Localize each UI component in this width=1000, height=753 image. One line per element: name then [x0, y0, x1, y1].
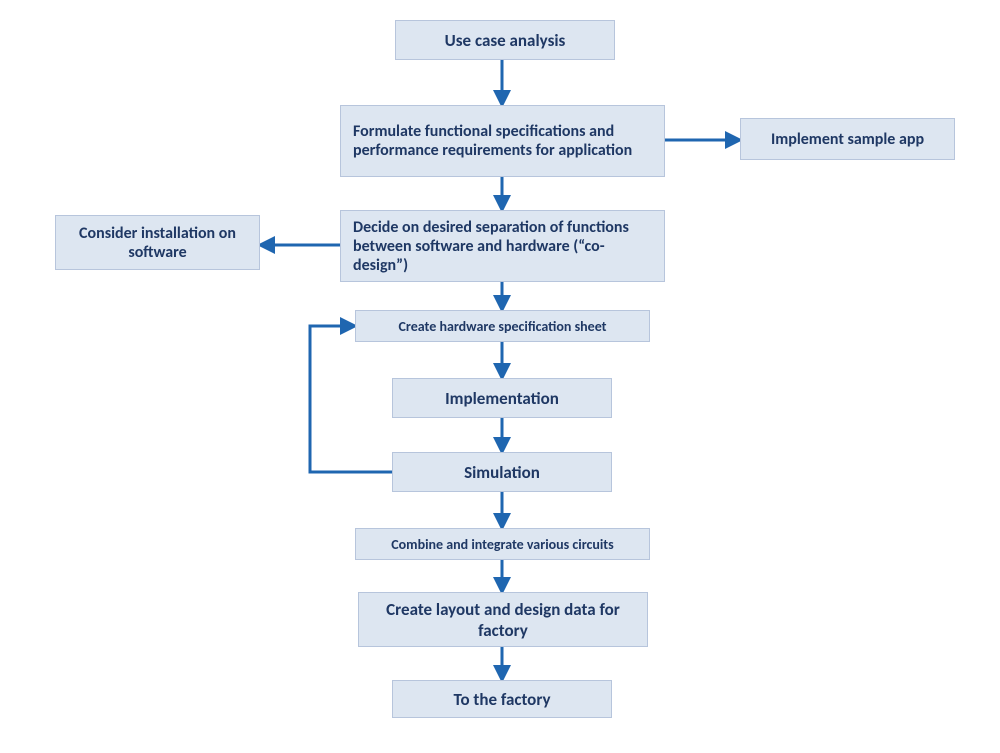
- flow-node-n7: Implementation: [392, 378, 612, 418]
- flow-node-n5: Consider installation on software: [55, 215, 260, 270]
- flow-node-label: Implementation: [445, 388, 559, 409]
- flow-node-n3: Implement sample app: [740, 118, 955, 160]
- flow-node-label: Combine and integrate various circuits: [391, 536, 614, 553]
- flowchart-canvas: Use case analysis Formulate functional sp…: [0, 0, 1000, 753]
- flow-node-label: To the factory: [454, 689, 551, 710]
- flow-node-n10: Create layout and design data for factor…: [358, 592, 648, 647]
- flow-node-n9: Combine and integrate various circuits: [355, 528, 650, 560]
- flow-node-n11: To the factory: [392, 680, 612, 718]
- flow-node-label: Implement sample app: [771, 130, 924, 149]
- flow-node-n6: Create hardware specification sheet: [355, 310, 650, 342]
- flow-node-label: Formulate functional specifications and …: [353, 122, 652, 160]
- flow-node-label: Create layout and design data for factor…: [371, 599, 635, 641]
- flow-node-label: Simulation: [464, 462, 540, 483]
- flow-node-label: Use case analysis: [445, 30, 566, 51]
- flow-node-n2: Formulate functional specifications and …: [340, 105, 665, 177]
- flow-node-n1: Use case analysis: [395, 20, 615, 60]
- flow-node-n8: Simulation: [392, 452, 612, 492]
- flow-edge-n8-n6: [310, 326, 392, 472]
- flow-node-label: Consider installation on software: [68, 224, 247, 262]
- flow-node-label: Create hardware specification sheet: [398, 318, 606, 335]
- flow-node-n4: Decide on desired separation of function…: [340, 210, 665, 282]
- flow-node-label: Decide on desired separation of function…: [353, 218, 652, 275]
